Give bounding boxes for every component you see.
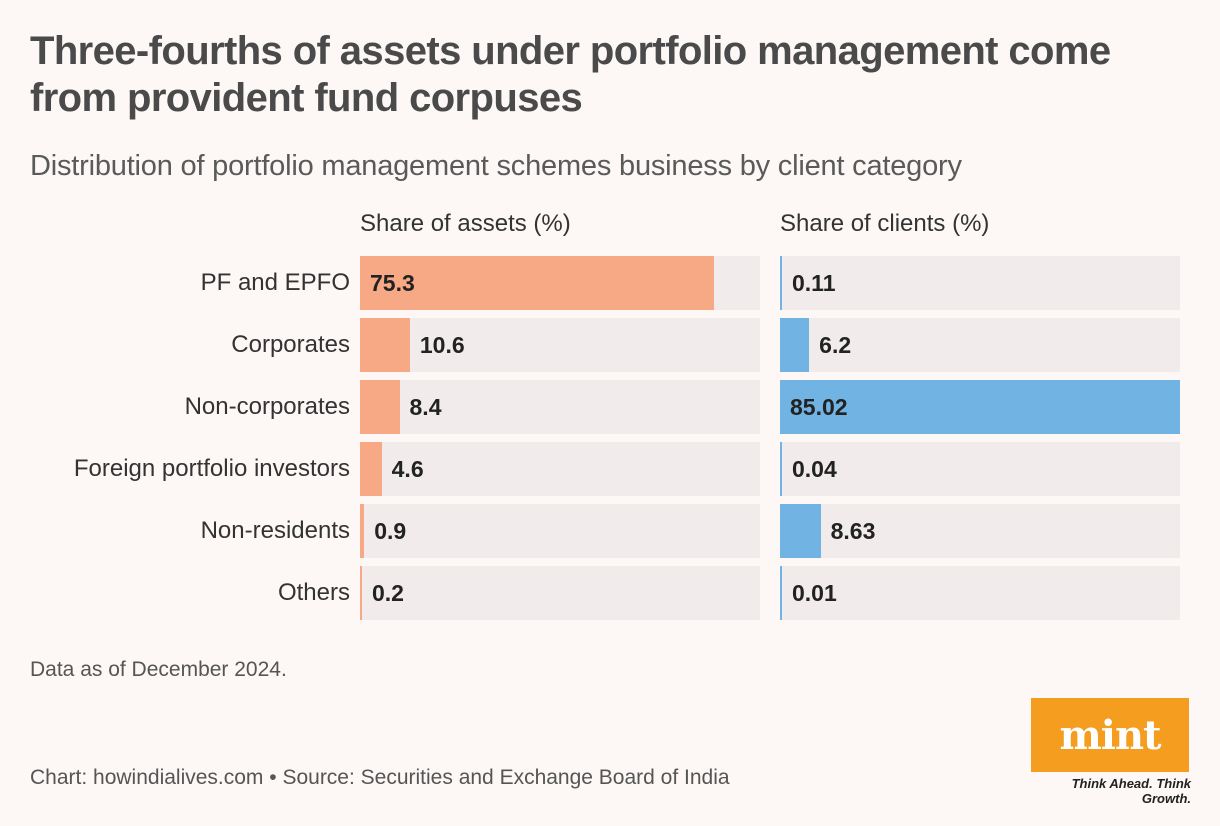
logo-tagline: Think Ahead. Think Growth. [1071, 776, 1191, 806]
bar-track: 10.6 [360, 318, 760, 372]
bar [360, 256, 715, 310]
bar [360, 504, 365, 558]
value-label: 0.11 [792, 270, 836, 296]
bar [360, 442, 382, 496]
category-label: Corporates [231, 331, 350, 358]
bar [780, 504, 821, 558]
panel-title-assets: Share of assets (%) [360, 210, 571, 237]
value-label: 8.63 [830, 518, 876, 544]
source-credit: Chart: howindialives.com • Source: Secur… [30, 766, 730, 789]
category-label: Others [277, 579, 350, 606]
bar-track: 4.6 [360, 442, 760, 496]
value-label: 10.6 [419, 332, 465, 358]
chart-title: Three-fourths of assets under portfolio … [30, 29, 1111, 120]
value-label: 0.04 [792, 456, 837, 482]
bar-track: 0.01 [780, 566, 1180, 620]
bar-track: 0.11 [780, 256, 1180, 310]
bar-track: 0.9 [360, 504, 760, 558]
value-label: 0.9 [374, 518, 407, 544]
bar-track: 0.04 [780, 442, 1180, 496]
bar [780, 566, 782, 620]
category-label: Foreign portfolio investors [73, 455, 350, 482]
bar-track: 8.4 [360, 380, 760, 434]
category-label: Non-corporates [184, 393, 350, 420]
value-label: 75.3 [370, 270, 415, 296]
logo-word: mint [1059, 711, 1161, 759]
bar [780, 380, 1180, 434]
value-label: 85.02 [790, 394, 848, 420]
category-label: Non-residents [200, 517, 350, 544]
mint-logo: mint [1031, 698, 1189, 772]
bar-track: 8.63 [780, 504, 1180, 558]
bar-track: 6.2 [780, 318, 1180, 372]
bar [780, 318, 810, 372]
bar [780, 442, 782, 496]
bar-track: 75.3 [360, 256, 760, 310]
value-label: 4.6 [391, 456, 424, 482]
bar [360, 566, 362, 620]
bar [360, 318, 410, 372]
value-label: 6.2 [819, 332, 852, 358]
value-label: 0.01 [792, 580, 837, 606]
bar [780, 256, 782, 310]
value-label: 0.2 [372, 580, 404, 606]
chart-subtitle: Distribution of portfolio management sch… [30, 150, 962, 182]
panel-title-clients: Share of clients (%) [780, 210, 990, 237]
category-label: PF and EPFO [200, 269, 350, 296]
bar-track: 85.02 [780, 380, 1180, 434]
value-label: 8.4 [409, 394, 442, 420]
data-note: Data as of December 2024. [30, 658, 287, 681]
bar-track: 0.2 [360, 566, 760, 620]
bar [360, 380, 400, 434]
